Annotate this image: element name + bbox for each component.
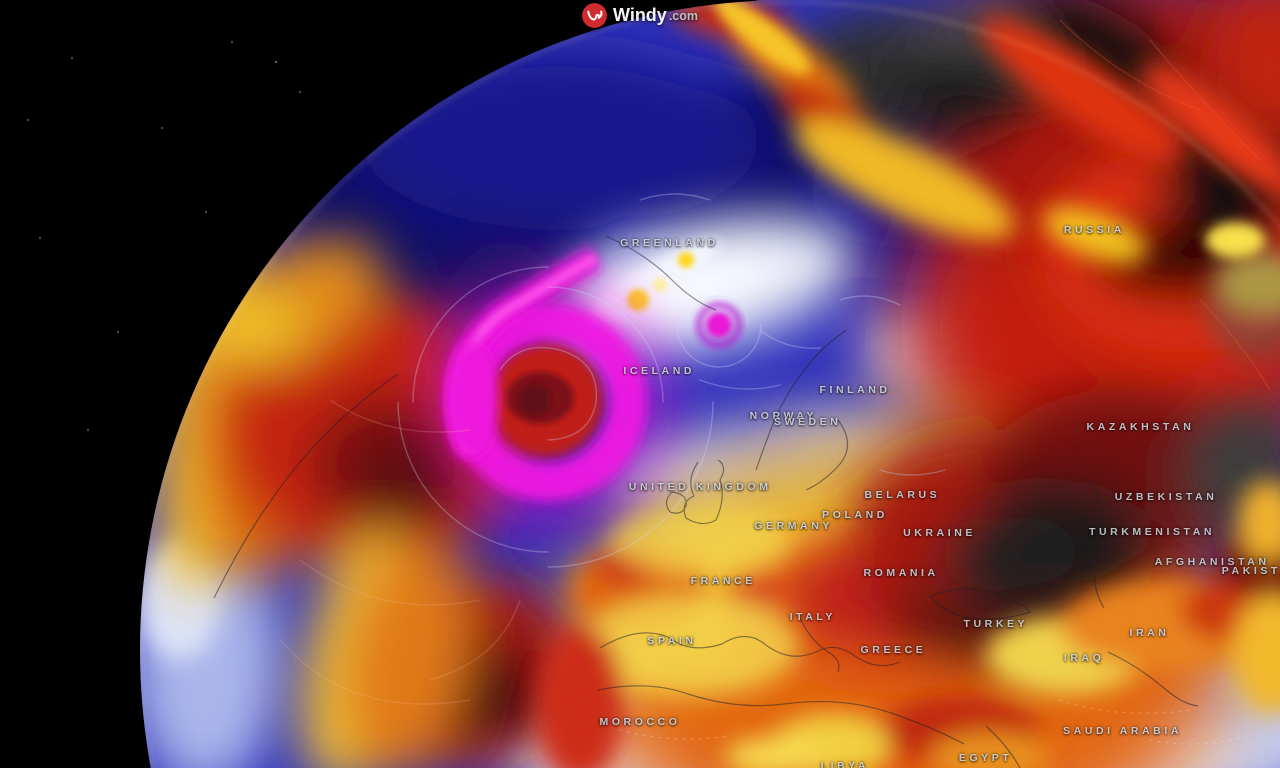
- windy-logo[interactable]: Windy .com: [581, 3, 699, 28]
- globe-limb-glow: [140, 0, 1280, 768]
- stars: [27, 41, 301, 431]
- logo-suffix-text: .com: [668, 8, 699, 23]
- logo-brand-text: Windy: [612, 5, 667, 25]
- windy-logo-icon: [581, 3, 607, 28]
